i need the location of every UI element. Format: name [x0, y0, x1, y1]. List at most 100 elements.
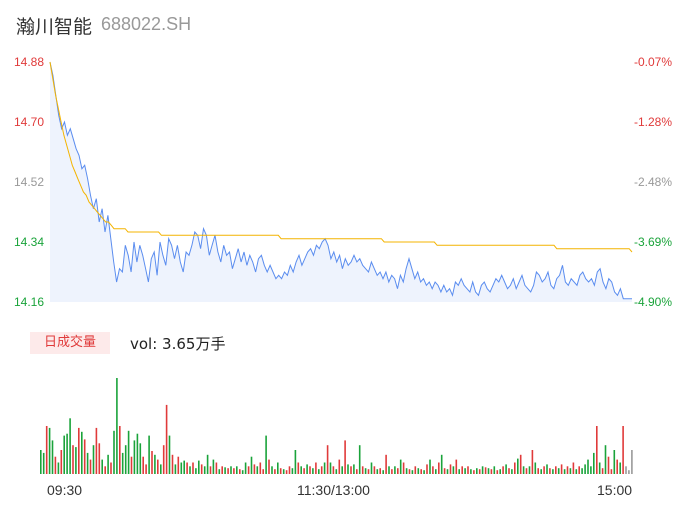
volume-bar — [414, 466, 417, 474]
volume-bar — [174, 464, 177, 474]
volume-bar — [285, 470, 288, 474]
volume-bar — [408, 469, 411, 474]
volume-bar — [274, 469, 276, 474]
volume-bar — [452, 466, 455, 474]
volume-bar — [525, 468, 528, 474]
volume-bar — [54, 456, 57, 474]
volume-bar — [505, 464, 507, 474]
volume-bar — [303, 468, 305, 474]
volume-bar — [262, 469, 264, 474]
volume-bar — [297, 462, 300, 474]
volume-bar — [341, 466, 343, 474]
volume-bar — [402, 462, 405, 474]
volume-bar — [60, 450, 63, 474]
volume-bar — [499, 469, 501, 474]
volume-bar — [581, 468, 583, 474]
volume-bar — [157, 459, 159, 474]
volume-bar — [233, 468, 235, 474]
volume-bar — [177, 456, 180, 474]
volume-bar — [379, 468, 381, 474]
volume-bar — [613, 450, 616, 474]
volume-bar — [124, 445, 127, 474]
volume-bar — [186, 462, 188, 474]
volume-bar — [397, 468, 399, 474]
volume-bar — [537, 468, 539, 474]
volume-bar — [57, 462, 60, 474]
volume-bar — [116, 378, 118, 474]
volume-bar — [487, 468, 490, 474]
volume-bar — [282, 469, 285, 474]
volume-bar — [253, 464, 256, 474]
volume-bar — [279, 468, 282, 474]
volume-bar — [151, 451, 153, 474]
volume-bar — [63, 435, 65, 474]
left-tick-2: 14.52 — [14, 175, 45, 189]
volume-bar — [168, 435, 171, 474]
volume-bar — [69, 418, 71, 474]
volume-bar — [514, 462, 516, 474]
volume-bar — [66, 433, 68, 474]
volume-bar — [616, 459, 618, 474]
volume-bar — [75, 447, 77, 474]
volume-bar — [326, 445, 329, 474]
volume-bar — [127, 430, 130, 474]
volume-bar — [323, 462, 326, 474]
stock-name: 瀚川智能 — [16, 16, 93, 38]
volume-bar — [338, 459, 341, 474]
volume-bar — [388, 466, 390, 474]
volume-bar — [628, 470, 630, 474]
volume-bar — [48, 427, 51, 474]
volume-badge[interactable]: 日成交量 — [30, 332, 110, 354]
volume-bar — [277, 462, 279, 474]
volume-bar — [446, 469, 449, 474]
volume-bar — [183, 460, 185, 474]
volume-bar — [224, 467, 226, 474]
volume-bar — [560, 464, 563, 474]
volume-bar — [481, 466, 484, 474]
volume-bar — [72, 445, 74, 474]
volume-bar — [51, 440, 54, 474]
volume-bar — [508, 468, 510, 474]
volume-bar — [81, 431, 83, 474]
volume-bar — [534, 462, 537, 474]
volume-bar — [165, 404, 168, 474]
volume-bar — [268, 459, 270, 474]
volume-bar — [110, 462, 112, 474]
volume-bar — [92, 445, 95, 474]
average-price-line — [49, 61, 633, 253]
volume-bar — [218, 469, 221, 474]
volume-bar — [291, 468, 294, 474]
volume-bar — [569, 468, 572, 474]
volume-bar — [358, 445, 361, 474]
volume-bar — [361, 466, 364, 474]
volume-bar — [256, 466, 259, 474]
volume-bar — [490, 469, 493, 474]
volume-bar — [631, 450, 633, 474]
volume-bar — [107, 454, 109, 474]
time-tick-close: 15:00 — [597, 482, 633, 498]
volume-bar — [160, 464, 162, 474]
volume-bar — [221, 466, 223, 474]
volume-bar — [449, 464, 452, 474]
volume-bar — [458, 469, 460, 474]
volume-bar — [312, 468, 314, 474]
volume-bar — [113, 430, 115, 474]
volume-bar — [382, 470, 384, 474]
volume-bar — [212, 459, 215, 474]
volume-bar — [511, 469, 513, 474]
volume-bar — [578, 466, 580, 474]
volume-bar — [344, 440, 346, 474]
left-tick-4: 14.16 — [14, 295, 45, 309]
volume-bar — [584, 464, 586, 474]
volume-bar — [306, 464, 308, 474]
volume-bar — [370, 462, 373, 474]
volume-bar — [405, 468, 408, 474]
volume-bar — [350, 466, 352, 474]
volume-bar — [136, 433, 139, 474]
time-tick-open: 09:30 — [47, 482, 83, 498]
volume-bar — [227, 468, 229, 474]
volume-bar — [464, 468, 466, 474]
volume-bar — [320, 466, 323, 474]
volume-bar — [575, 469, 578, 474]
volume-bar — [180, 462, 183, 474]
